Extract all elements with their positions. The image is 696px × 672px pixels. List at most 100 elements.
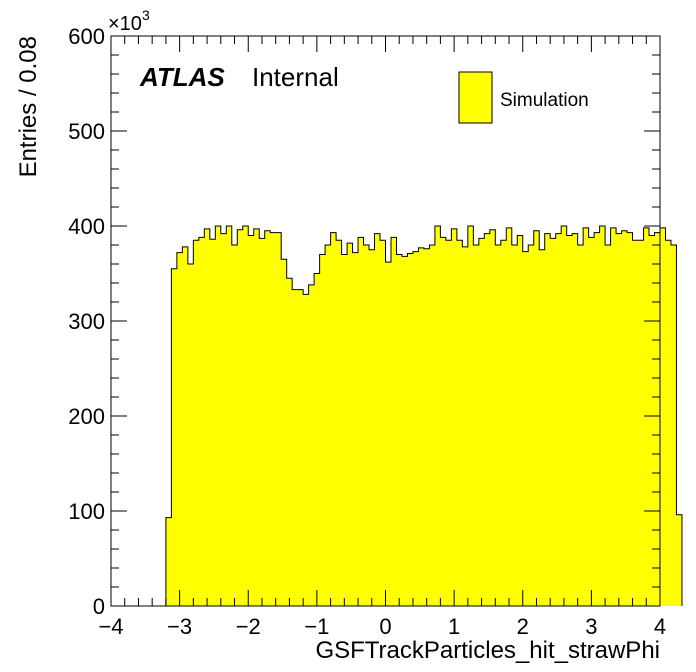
histogram-bar: [627, 232, 633, 606]
histogram-bar: [325, 245, 331, 606]
histogram-bar: [176, 252, 183, 606]
histogram-bar: [462, 246, 469, 606]
histogram-bar: [286, 278, 293, 606]
histogram-bar: [319, 254, 326, 606]
histogram-bar: [489, 229, 496, 607]
histogram-bar: [423, 248, 430, 607]
histogram-bar: [369, 249, 375, 606]
legend-label: Simulation: [500, 90, 589, 111]
histogram-bar: [358, 237, 364, 606]
x-tick-label: 1: [448, 614, 460, 639]
histogram-bar: [336, 240, 342, 606]
histogram-bar: [297, 289, 304, 606]
histogram-bar: [390, 237, 397, 606]
x-tick-label: −4: [98, 614, 123, 639]
legend-swatch: [458, 71, 493, 124]
y-multiplier-exponent: 3: [142, 7, 150, 23]
histogram-bar: [561, 226, 568, 606]
histogram-bar: [412, 251, 419, 606]
histogram-bar: [193, 240, 200, 606]
histogram-bars: [165, 225, 683, 607]
x-tick-label: −2: [236, 614, 261, 639]
internal-label: Internal: [252, 62, 339, 92]
histogram-bar: [182, 246, 189, 606]
histogram-bar: [473, 245, 480, 606]
histogram-bar: [396, 254, 403, 606]
histogram-bar: [660, 227, 666, 606]
x-tick-label: 4: [654, 614, 666, 639]
y-tick-label: 0: [93, 594, 105, 619]
histogram-bar: [550, 238, 557, 606]
histogram-bar: [599, 226, 606, 606]
histogram-bar: [528, 245, 535, 606]
histogram-bar: [434, 226, 441, 606]
histogram-bar: [539, 249, 546, 606]
histogram-bar: [418, 247, 425, 606]
y-tick-label: 200: [68, 404, 105, 429]
histogram-bar: [187, 264, 194, 606]
x-tick-label: 2: [517, 614, 529, 639]
histogram-bar: [259, 238, 266, 606]
histogram-bar: [264, 230, 271, 606]
y-tick-label: 400: [68, 214, 105, 239]
y-tick-label: 600: [68, 24, 105, 49]
histogram-bar: [544, 233, 551, 606]
plot-frame: [110, 35, 661, 607]
y-multiplier-base: ×10: [108, 13, 142, 35]
histogram-bar: [303, 294, 310, 606]
histogram-bar: [363, 245, 370, 606]
y-axis-title: Entries / 0.08: [15, 36, 42, 177]
y-tick-label: 100: [68, 499, 105, 524]
histogram-bar: [401, 256, 408, 606]
histogram-bar: [533, 230, 540, 606]
histogram-bar: [621, 230, 628, 606]
histogram-bar: [380, 240, 386, 606]
histogram-bar: [374, 233, 381, 606]
histogram-bar: [484, 233, 491, 606]
histogram-bar: [429, 245, 436, 606]
x-axis-title: GSFTrackParticles_hit_strawPhi: [315, 637, 660, 664]
histogram-bar: [555, 233, 562, 606]
histogram-bar: [517, 235, 524, 606]
histogram-bar: [275, 232, 282, 606]
histogram-bar: [231, 245, 238, 606]
histogram-bar: [281, 259, 288, 606]
x-tick-label: 3: [585, 614, 597, 639]
x-tick-label: −1: [304, 614, 329, 639]
histogram-bar: [440, 237, 447, 606]
atlas-label: ATLAS: [139, 62, 225, 92]
histogram-bar: [588, 237, 595, 606]
histogram-bar: [171, 268, 178, 606]
histogram-bar: [226, 226, 233, 606]
histogram-bar: [522, 251, 529, 606]
histogram-bar: [341, 254, 348, 606]
histogram-bar: [566, 235, 573, 606]
histogram-bar: [676, 514, 683, 606]
histogram-bar: [242, 226, 249, 606]
histogram-bar: [248, 235, 255, 606]
histogram-bar: [215, 226, 222, 606]
histogram-bar: [632, 240, 639, 606]
histogram-bar: [220, 233, 227, 606]
histogram-bar: [610, 227, 617, 606]
histogram-bar: [616, 233, 622, 606]
histogram-bar: [198, 237, 205, 606]
histogram-bar: [665, 240, 672, 606]
histogram-bar: [308, 284, 315, 606]
y-tick-label: 500: [68, 119, 105, 144]
histogram-bar: [237, 229, 244, 607]
histogram-bar: [605, 245, 611, 606]
x-tick-label: −3: [167, 614, 192, 639]
histogram-bar: [445, 240, 452, 606]
histogram-bar: [385, 262, 392, 606]
histogram-bar: [506, 227, 513, 606]
histogram-bar: [654, 232, 661, 606]
histogram-bar: [643, 227, 650, 606]
histogram-bar: [253, 228, 260, 606]
histogram-bar: [670, 245, 677, 606]
histogram-bar: [347, 243, 353, 606]
histogram-bar: [572, 233, 579, 606]
y-multiplier: ×103: [108, 7, 150, 35]
histogram-bar: [314, 273, 321, 606]
y-tick-label: 300: [68, 309, 105, 334]
